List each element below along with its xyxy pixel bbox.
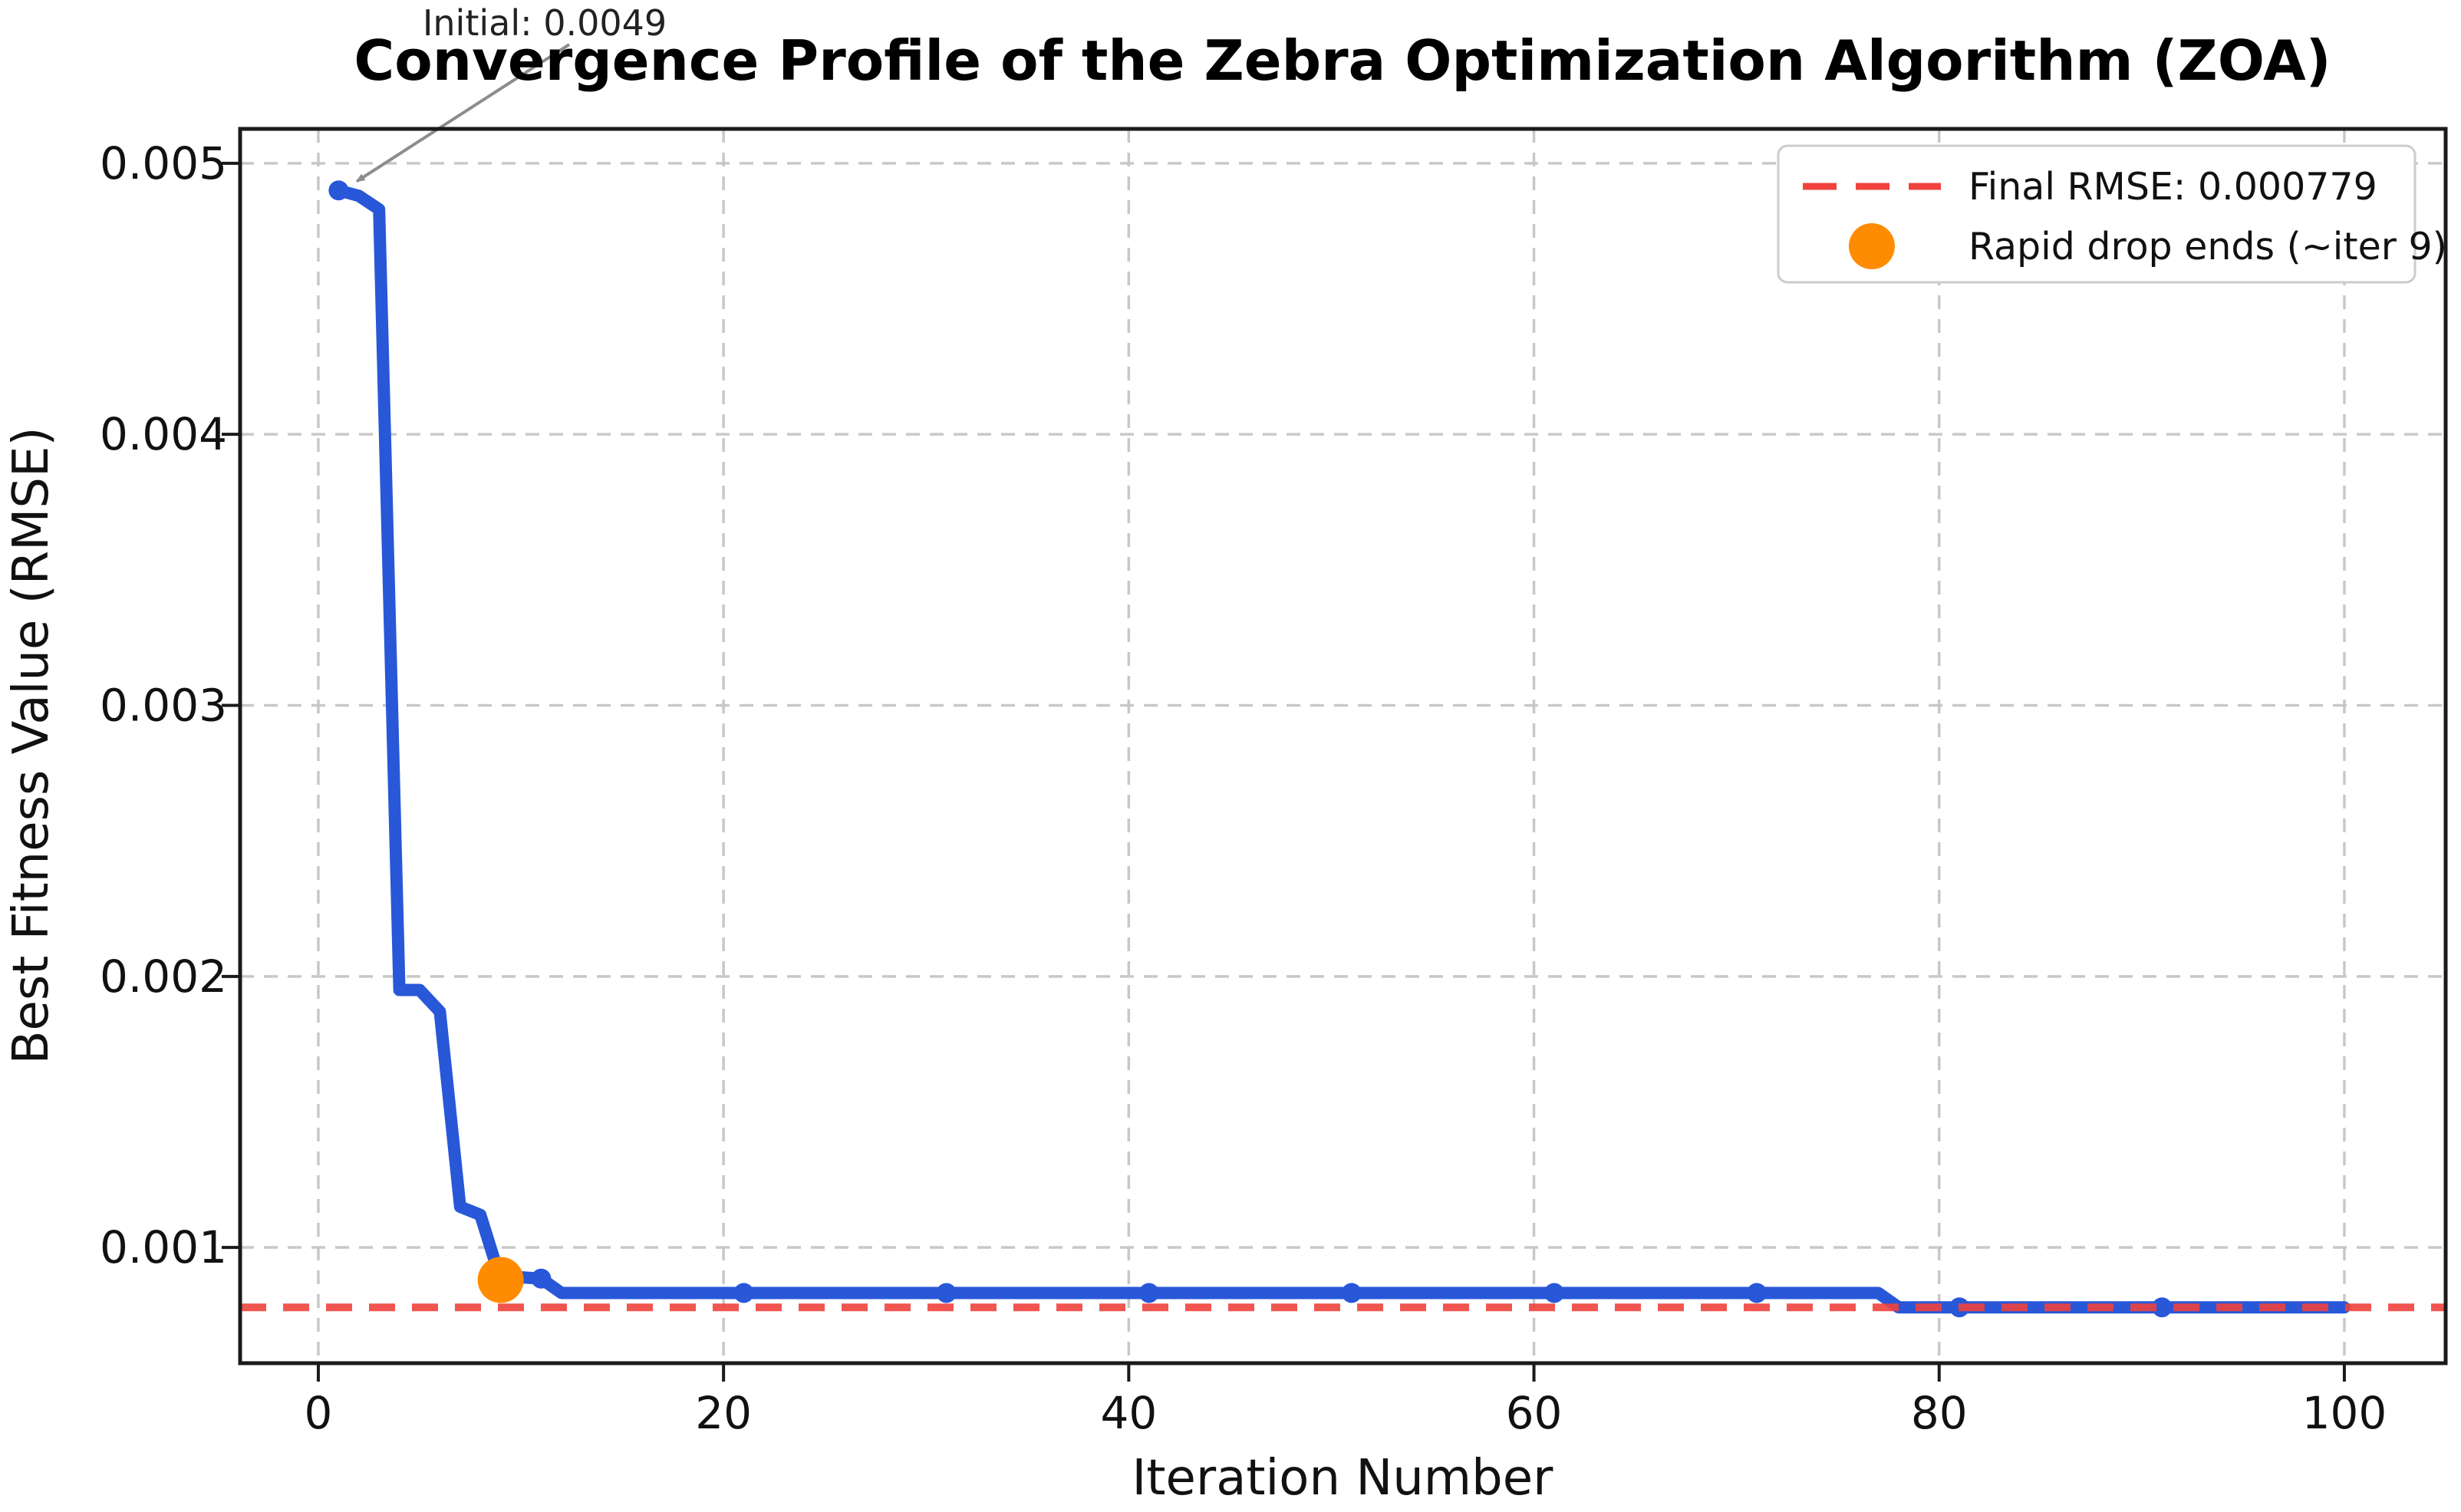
x-tick-label: 80 xyxy=(1911,1387,1968,1439)
rapid-drop-dot xyxy=(477,1257,524,1303)
plot-frame xyxy=(238,127,2448,1365)
x-axis-label: Iteration Number xyxy=(1132,1450,1554,1507)
series-marker xyxy=(328,180,349,201)
legend-box xyxy=(1777,144,2417,284)
legend: Final RMSE: 0.000779 Rapid drop ends (~i… xyxy=(1777,144,2447,284)
x-tick-label: 100 xyxy=(2302,1387,2387,1439)
series-marker xyxy=(1138,1283,1159,1303)
legend-dot-swatch xyxy=(1849,223,1895,269)
annotation-arrow xyxy=(355,43,571,183)
chart-title: Convergence Profile of the Zebra Optimiz… xyxy=(354,28,2331,93)
plot-area: 0 20 40 60 80 100 0.001 0.002 0.003 0.004 0.005 xyxy=(100,43,2448,1439)
initial-annotation-label: Initial: 0.0049 xyxy=(423,2,667,44)
y-axis-label: Best Fitness Value (RMSE) xyxy=(3,427,60,1065)
series-marker xyxy=(936,1283,957,1303)
series-marker xyxy=(1341,1283,1362,1303)
x-tick-label: 60 xyxy=(1506,1387,1563,1439)
y-tick-label: 0.001 xyxy=(100,1221,227,1273)
legend-final-rmse-label: Final RMSE: 0.000779 xyxy=(1968,165,2377,209)
series-marker xyxy=(1747,1283,1768,1303)
legend-rapid-drop-label: Rapid drop ends (~iter 9) xyxy=(1968,225,2447,268)
series-line xyxy=(332,184,2351,1314)
y-tick-label: 0.003 xyxy=(100,680,227,732)
x-tick-label: 0 xyxy=(304,1387,332,1439)
x-tick-label: 40 xyxy=(1100,1387,1157,1439)
series-marker xyxy=(733,1283,754,1303)
series-marker xyxy=(2152,1297,2173,1318)
y-tick-label: 0.002 xyxy=(100,950,227,1003)
series-marker xyxy=(531,1268,552,1289)
y-tick-label: 0.005 xyxy=(100,137,227,189)
series-marker xyxy=(1543,1283,1564,1303)
y-tick-label: 0.004 xyxy=(100,408,227,460)
x-tick-label: 20 xyxy=(695,1387,752,1439)
